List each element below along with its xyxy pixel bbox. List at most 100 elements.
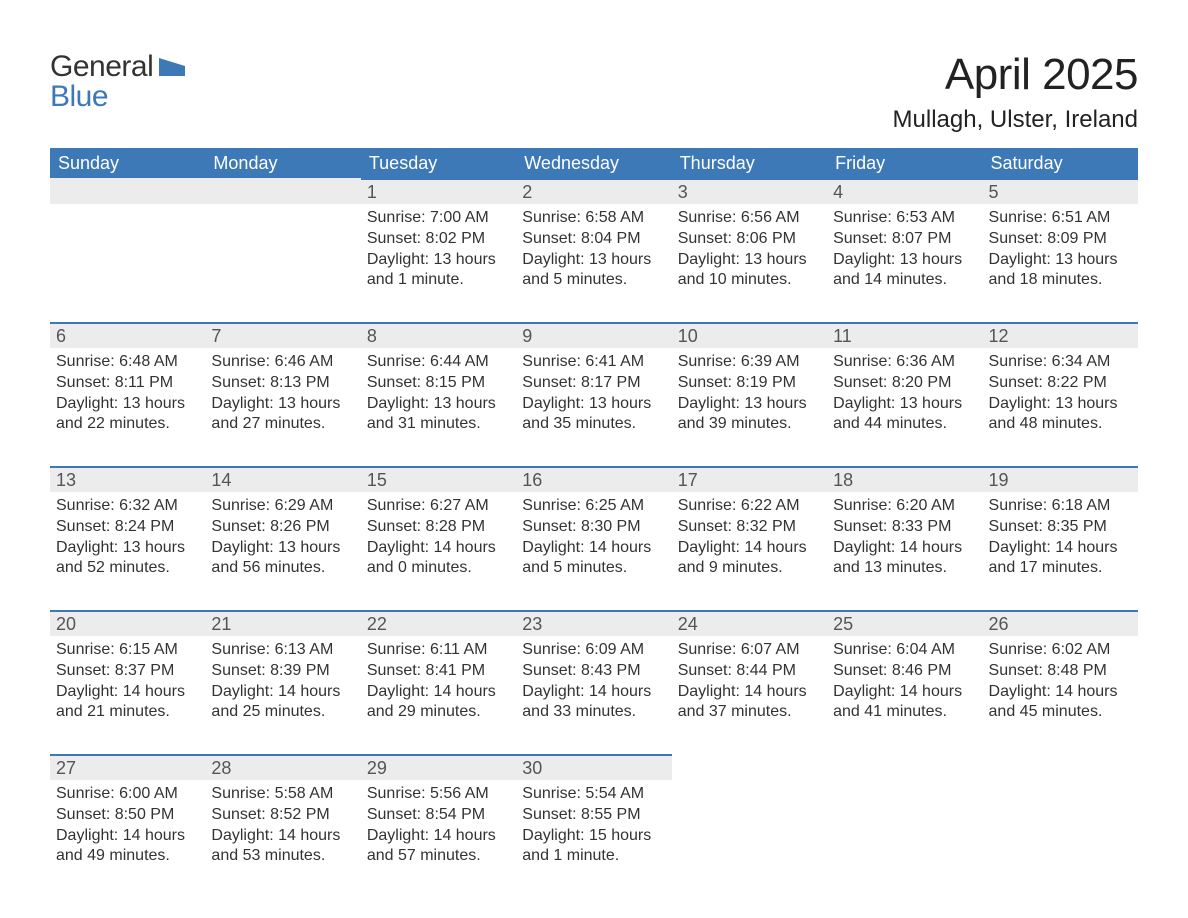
sunset-line: Sunset: 8:52 PM	[211, 805, 354, 826]
sunset-line: Sunset: 8:28 PM	[367, 517, 510, 538]
day-number: 17	[672, 466, 827, 492]
day-header-row: Sunday Monday Tuesday Wednesday Thursday…	[50, 148, 1138, 178]
sunset-line: Sunset: 8:26 PM	[211, 517, 354, 538]
calendar-cell: 26Sunrise: 6:02 AMSunset: 8:48 PMDayligh…	[983, 610, 1138, 754]
calendar-cell: 4Sunrise: 6:53 AMSunset: 8:07 PMDaylight…	[827, 178, 982, 322]
day-details: Sunrise: 6:29 AMSunset: 8:26 PMDaylight:…	[205, 492, 360, 579]
sunset-line: Sunset: 8:19 PM	[678, 373, 821, 394]
sunrise-line: Sunrise: 6:25 AM	[522, 496, 665, 517]
day-details: Sunrise: 6:56 AMSunset: 8:06 PMDaylight:…	[672, 204, 827, 291]
logo-word1: General	[50, 50, 153, 84]
day-number: 13	[50, 466, 205, 492]
day-details: Sunrise: 6:51 AMSunset: 8:09 PMDaylight:…	[983, 204, 1138, 291]
calendar-cell: 30Sunrise: 5:54 AMSunset: 8:55 PMDayligh…	[516, 754, 671, 898]
calendar-cell: 20Sunrise: 6:15 AMSunset: 8:37 PMDayligh…	[50, 610, 205, 754]
sunrise-line: Sunrise: 6:51 AM	[989, 208, 1132, 229]
day-header: Friday	[827, 148, 982, 178]
daylight-line: Daylight: 13 hours and 35 minutes.	[522, 394, 665, 436]
calendar-cell: 25Sunrise: 6:04 AMSunset: 8:46 PMDayligh…	[827, 610, 982, 754]
daylight-line: Daylight: 15 hours and 1 minute.	[522, 826, 665, 868]
day-details: Sunrise: 6:02 AMSunset: 8:48 PMDaylight:…	[983, 636, 1138, 723]
calendar-cell	[983, 754, 1138, 898]
sunrise-line: Sunrise: 5:56 AM	[367, 784, 510, 805]
daylight-line: Daylight: 14 hours and 0 minutes.	[367, 538, 510, 580]
day-details: Sunrise: 6:27 AMSunset: 8:28 PMDaylight:…	[361, 492, 516, 579]
sunrise-line: Sunrise: 5:54 AM	[522, 784, 665, 805]
calendar-cell: 3Sunrise: 6:56 AMSunset: 8:06 PMDaylight…	[672, 178, 827, 322]
day-number: 1	[361, 178, 516, 204]
day-details: Sunrise: 6:13 AMSunset: 8:39 PMDaylight:…	[205, 636, 360, 723]
calendar-cell: 12Sunrise: 6:34 AMSunset: 8:22 PMDayligh…	[983, 322, 1138, 466]
day-number	[50, 178, 205, 204]
calendar-week: 1 Sunrise: 7:00 AMSunset: 8:02 PM Daylight…	[50, 178, 1138, 322]
day-number: 22	[361, 610, 516, 636]
day-number: 5	[983, 178, 1138, 204]
sunrise-line: Sunrise: 6:46 AM	[211, 352, 354, 373]
logo-word2: Blue	[50, 80, 108, 114]
calendar-table: Sunday Monday Tuesday Wednesday Thursday…	[50, 148, 1138, 898]
sunrise-line: Sunrise: 7:00 AM	[367, 208, 510, 229]
calendar-cell: 14Sunrise: 6:29 AMSunset: 8:26 PMDayligh…	[205, 466, 360, 610]
day-number: 6	[50, 322, 205, 348]
sunset-line: Sunset: 8:02 PM	[367, 229, 510, 250]
daylight-line: Daylight: 13 hours and 44 minutes.	[833, 394, 976, 436]
daylight-line: Daylight: 14 hours and 25 minutes.	[211, 682, 354, 724]
day-header: Wednesday	[516, 148, 671, 178]
calendar-cell: 23Sunrise: 6:09 AMSunset: 8:43 PMDayligh…	[516, 610, 671, 754]
calendar-week: 20Sunrise: 6:15 AMSunset: 8:37 PMDayligh…	[50, 610, 1138, 754]
calendar-cell	[205, 178, 360, 322]
day-details: Sunrise: 5:56 AMSunset: 8:54 PMDaylight:…	[361, 780, 516, 867]
day-number: 29	[361, 754, 516, 780]
daylight-line: Daylight: 13 hours and 5 minutes.	[522, 250, 665, 292]
daylight-line: Daylight: 14 hours and 21 minutes.	[56, 682, 199, 724]
sunrise-line: Sunrise: 6:32 AM	[56, 496, 199, 517]
sunset-line: Sunset: 8:32 PM	[678, 517, 821, 538]
sunrise-line: Sunrise: 6:36 AM	[833, 352, 976, 373]
sunset-line: Sunset: 8:06 PM	[678, 229, 821, 250]
day-details: Sunrise: 6:04 AMSunset: 8:46 PMDaylight:…	[827, 636, 982, 723]
sunrise-line: Sunrise: 6:22 AM	[678, 496, 821, 517]
calendar-cell: 17Sunrise: 6:22 AMSunset: 8:32 PMDayligh…	[672, 466, 827, 610]
day-number: 8	[361, 322, 516, 348]
calendar-cell: 7Sunrise: 6:46 AMSunset: 8:13 PMDaylight…	[205, 322, 360, 466]
day-details: Sunrise: 6:09 AMSunset: 8:43 PMDaylight:…	[516, 636, 671, 723]
day-details: Sunrise: 6:25 AMSunset: 8:30 PMDaylight:…	[516, 492, 671, 579]
daylight-line: Daylight: 13 hours and 52 minutes.	[56, 538, 199, 580]
calendar-cell: 6Sunrise: 6:48 AMSunset: 8:11 PMDaylight…	[50, 322, 205, 466]
day-details: Sunrise: 6:41 AMSunset: 8:17 PMDaylight:…	[516, 348, 671, 435]
sunrise-line: Sunrise: 6:15 AM	[56, 640, 199, 661]
day-number: 24	[672, 610, 827, 636]
day-number: 19	[983, 466, 1138, 492]
sunrise-line: Sunrise: 6:34 AM	[989, 352, 1132, 373]
day-details: Sunrise: 6:34 AMSunset: 8:22 PMDaylight:…	[983, 348, 1138, 435]
location-subtitle: Mullagh, Ulster, Ireland	[893, 106, 1138, 134]
sunset-line: Sunset: 8:37 PM	[56, 661, 199, 682]
daylight-line: Daylight: 13 hours and 10 minutes.	[678, 250, 821, 292]
sunrise-line: Sunrise: 6:07 AM	[678, 640, 821, 661]
sunset-line: Sunset: 8:17 PM	[522, 373, 665, 394]
day-details: Sunrise: 5:54 AMSunset: 8:55 PMDaylight:…	[516, 780, 671, 867]
day-number: 16	[516, 466, 671, 492]
daylight-line: Daylight: 14 hours and 5 minutes.	[522, 538, 665, 580]
day-number: 23	[516, 610, 671, 636]
day-number: 9	[516, 322, 671, 348]
sunrise-line: Sunrise: 6:41 AM	[522, 352, 665, 373]
calendar-cell	[50, 178, 205, 322]
day-details: Sunrise: 6:44 AMSunset: 8:15 PMDaylight:…	[361, 348, 516, 435]
sunset-line: Sunset: 8:54 PM	[367, 805, 510, 826]
sunrise-line: Sunrise: 6:20 AM	[833, 496, 976, 517]
day-number: 2	[516, 178, 671, 204]
daylight-line: Daylight: 13 hours and 22 minutes.	[56, 394, 199, 436]
month-title: April 2025	[893, 50, 1138, 100]
sunrise-line: Sunrise: 6:48 AM	[56, 352, 199, 373]
sunrise-line: Sunrise: 6:53 AM	[833, 208, 976, 229]
sunrise-line: Sunrise: 6:13 AM	[211, 640, 354, 661]
sunset-line: Sunset: 8:24 PM	[56, 517, 199, 538]
day-header: Monday	[205, 148, 360, 178]
daylight-line: Daylight: 14 hours and 9 minutes.	[678, 538, 821, 580]
sunrise-line: Sunrise: 6:02 AM	[989, 640, 1132, 661]
day-details: Sunrise: 6:11 AMSunset: 8:41 PMDaylight:…	[361, 636, 516, 723]
day-number: 15	[361, 466, 516, 492]
day-details: Sunrise: 6:22 AMSunset: 8:32 PMDaylight:…	[672, 492, 827, 579]
daylight-line: Daylight: 13 hours and 56 minutes.	[211, 538, 354, 580]
